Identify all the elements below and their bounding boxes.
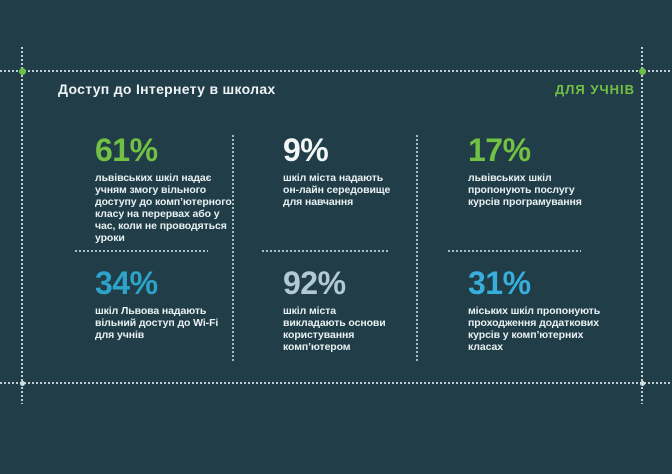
stat-value: 61%: [95, 132, 158, 168]
stat-description: шкіл Львова надають вільний доступ до Wi…: [95, 305, 219, 341]
stat-cell: 34% шкіл Львова надають вільний доступ д…: [95, 267, 235, 341]
top-dotted-divider: [0, 70, 672, 72]
stat-description: львівських шкіл надає учням змогу вільно…: [95, 172, 232, 244]
green-dot: [19, 68, 26, 75]
audience-badge: ДЛЯ УЧНІВ: [555, 82, 635, 97]
stat-cell: 92% шкіл міста викладають основи користу…: [283, 267, 423, 353]
stat-cell: 31% міських шкіл пропонують проходження …: [468, 267, 608, 353]
stat-cell: 9% шкіл міста надають он-лайн середовище…: [283, 134, 423, 208]
stat-cell: 17% львівських шкіл пропонують послугу к…: [468, 134, 608, 208]
row-dotted-divider: [262, 250, 390, 252]
stat-value: 34%: [95, 265, 158, 301]
stat-value: 92%: [283, 265, 346, 301]
row-dotted-divider: [448, 250, 581, 252]
stat-value: 9%: [283, 132, 329, 168]
white-dot: [640, 381, 645, 386]
stat-value: 17%: [468, 132, 531, 168]
bottom-dotted-divider: [0, 382, 672, 384]
stat-description: львівських шкіл пропонують послугу курсі…: [468, 172, 582, 208]
stat-value: 31%: [468, 265, 531, 301]
stat-description: шкіл міста надають он-лайн середовище дл…: [283, 172, 391, 208]
stat-description: шкіл міста викладають основи користуванн…: [283, 305, 386, 353]
stat-cell: 61% львівських шкіл надає учням змогу ві…: [95, 134, 235, 244]
right-dotted-divider: [641, 47, 643, 404]
column-dotted-divider: [232, 135, 234, 362]
column-dotted-divider: [416, 135, 418, 362]
white-dot: [20, 381, 25, 386]
row-dotted-divider: [75, 250, 208, 252]
green-dot: [639, 68, 646, 75]
page-title: Доступ до Інтернету в школах: [58, 81, 276, 97]
stat-description: міських шкіл пропонують проходження дода…: [468, 305, 601, 353]
left-dotted-divider: [21, 47, 23, 404]
